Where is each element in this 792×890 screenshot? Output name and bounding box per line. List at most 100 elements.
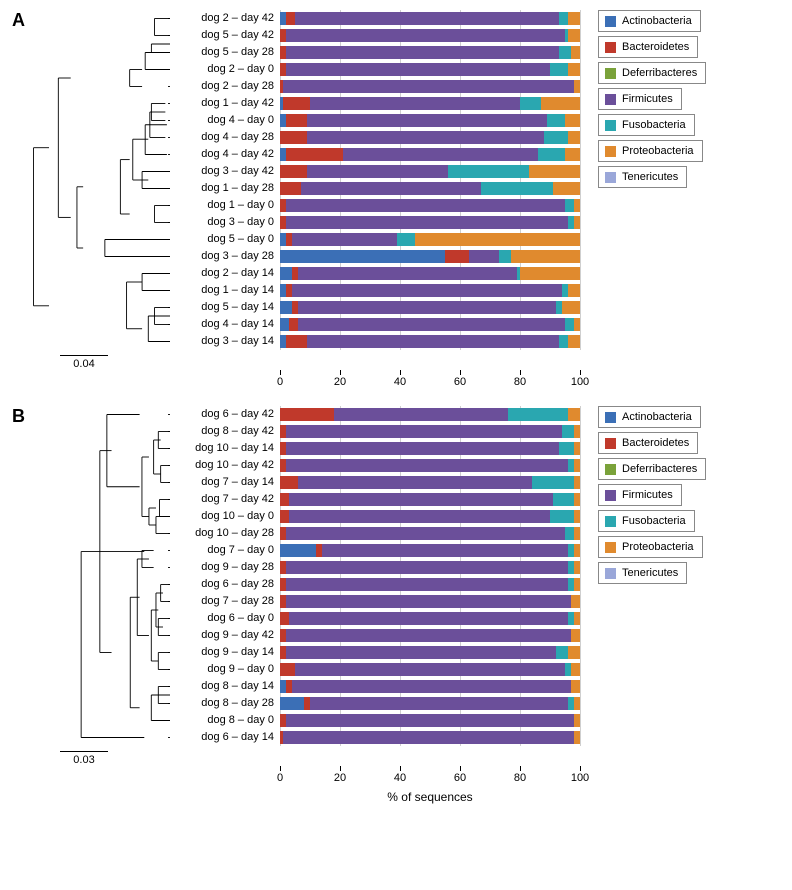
row-label: dog 9 – day 28 — [170, 559, 280, 576]
dendro-scale-value: 0.04 — [60, 358, 108, 370]
bar-segment — [574, 318, 580, 331]
bar-segment — [568, 284, 580, 297]
bar-segment — [565, 148, 580, 161]
bar-row — [280, 729, 580, 746]
x-axis-title: % of sequences — [280, 790, 580, 804]
bar-segment — [280, 301, 292, 314]
bar-segment — [280, 250, 445, 263]
bar-segment — [286, 148, 343, 161]
bar-segment — [469, 250, 499, 263]
row-label: dog 6 – day 14 — [170, 729, 280, 746]
bar-segment — [574, 510, 580, 523]
bar-segment — [280, 510, 289, 523]
row-label: dog 8 – day 28 — [170, 695, 280, 712]
bar-segment — [565, 114, 580, 127]
row-labels: dog 6 – day 42dog 8 – day 42dog 10 – day… — [170, 406, 280, 749]
bar-segment — [550, 63, 568, 76]
row-label: dog 5 – day 14 — [170, 299, 280, 316]
row-label: dog 1 – day 42 — [170, 95, 280, 112]
bar-chart — [280, 406, 580, 746]
bar-segment — [397, 233, 415, 246]
x-axis: 020406080100 — [280, 766, 580, 790]
bar-segment — [574, 442, 580, 455]
bar-segment — [568, 63, 580, 76]
x-tick-label: 20 — [334, 772, 346, 784]
row-label: dog 7 – day 28 — [170, 593, 280, 610]
bar-row — [280, 231, 580, 248]
row-label: dog 2 – day 42 — [170, 10, 280, 27]
row-label: dog 10 – day 14 — [170, 440, 280, 457]
bar-segment — [571, 46, 580, 59]
bar-segment — [280, 544, 316, 557]
row-label: dog 3 – day 28 — [170, 248, 280, 265]
bar-segment — [481, 182, 553, 195]
bar-segment — [574, 216, 580, 229]
bar-row — [280, 10, 580, 27]
row-label: dog 10 – day 0 — [170, 508, 280, 525]
bar-segment — [286, 425, 562, 438]
bar-row — [280, 197, 580, 214]
bar-segment — [574, 714, 580, 727]
bar-segment — [565, 199, 574, 212]
row-label: dog 2 – day 0 — [170, 61, 280, 78]
bar-segment — [307, 131, 544, 144]
panel: Adog 2 – day 42dog 5 – day 42dog 5 – day… — [10, 10, 782, 394]
bar-segment — [298, 267, 517, 280]
bar-row — [280, 627, 580, 644]
legend-item: Deferribacteres — [598, 458, 706, 480]
bar-segment — [280, 408, 334, 421]
legend-label: Proteobacteria — [622, 541, 694, 553]
bar-row — [280, 299, 580, 316]
bar-segment — [571, 680, 580, 693]
legend-item: Bacteroidetes — [598, 36, 698, 58]
bar-row — [280, 576, 580, 593]
legend-swatch — [605, 172, 616, 183]
row-label: dog 7 – day 42 — [170, 491, 280, 508]
bar-segment — [571, 663, 580, 676]
bar-segment — [286, 629, 571, 642]
bar-row — [280, 265, 580, 282]
legend-item: Proteobacteria — [598, 140, 703, 162]
bar-segment — [559, 442, 574, 455]
bar-segment — [508, 408, 568, 421]
row-label: dog 5 – day 28 — [170, 44, 280, 61]
bar-row — [280, 610, 580, 627]
bar-segment — [280, 612, 289, 625]
legend-item: Deferribacteres — [598, 62, 706, 84]
legend-item: Actinobacteria — [598, 10, 701, 32]
bar-segment — [553, 493, 574, 506]
bar-segment — [574, 578, 580, 591]
bar-segment — [298, 318, 565, 331]
bar-segment — [283, 80, 574, 93]
bar-segment — [550, 510, 574, 523]
legend-swatch — [605, 146, 616, 157]
bar-row — [280, 491, 580, 508]
legend-label: Deferribacteres — [622, 67, 697, 79]
x-tick-label: 80 — [514, 376, 526, 388]
bar-segment — [568, 408, 580, 421]
legend-swatch — [605, 568, 616, 579]
row-label: dog 1 – day 0 — [170, 197, 280, 214]
bar-row — [280, 146, 580, 163]
row-label: dog 8 – day 14 — [170, 678, 280, 695]
bar-row — [280, 180, 580, 197]
bar-segment — [562, 301, 580, 314]
bar-segment — [562, 425, 574, 438]
bar-segment — [286, 12, 295, 25]
x-tick-label: 100 — [571, 376, 589, 388]
bar-segment — [289, 318, 298, 331]
bar-segment — [298, 476, 532, 489]
bar-row — [280, 282, 580, 299]
bar-segment — [286, 595, 571, 608]
bar-segment — [568, 29, 580, 42]
legend-item: Bacteroidetes — [598, 432, 698, 454]
bar-segment — [556, 646, 568, 659]
legend-label: Actinobacteria — [622, 15, 692, 27]
bar-segment — [574, 544, 580, 557]
bar-segment — [511, 250, 580, 263]
bar-segment — [568, 335, 580, 348]
bar-segment — [280, 663, 295, 676]
bar-segment — [415, 233, 580, 246]
bar-segment — [574, 493, 580, 506]
bar-segment — [574, 199, 580, 212]
